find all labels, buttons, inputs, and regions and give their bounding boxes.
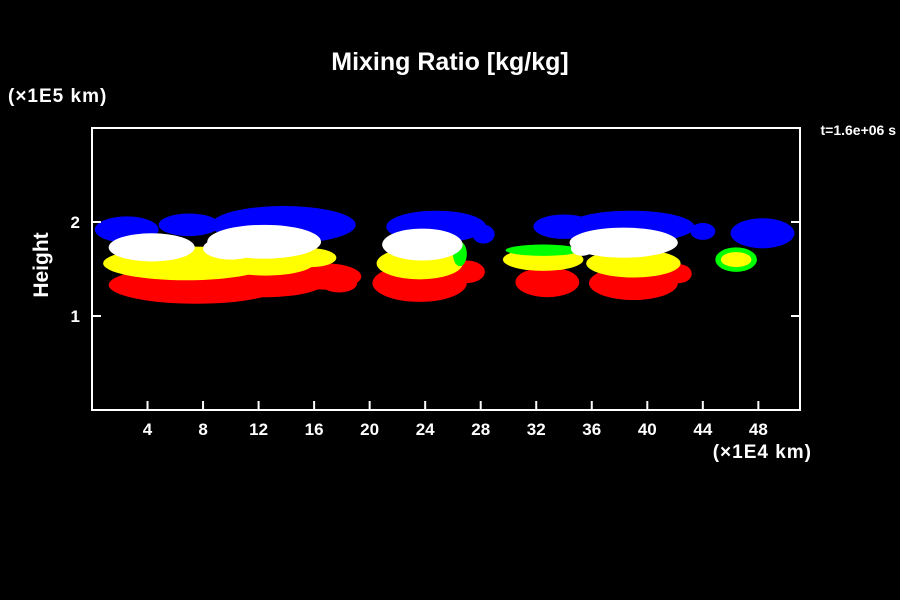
x-tick-label: 48 xyxy=(749,420,768,439)
axes-frame xyxy=(91,127,801,411)
contour-region-white xyxy=(108,233,195,262)
x-tick-label: 40 xyxy=(638,420,657,439)
contour-region-blue xyxy=(158,213,220,237)
contour-region-blue xyxy=(472,224,495,244)
x-tick-label: 24 xyxy=(416,420,435,439)
chart-title: Mixing Ratio [kg/kg] xyxy=(331,48,569,76)
x-tick-label: 28 xyxy=(471,420,490,439)
y-tick-label: 2 xyxy=(71,213,80,232)
x-tick-label: 16 xyxy=(305,420,324,439)
x-tick-label: 20 xyxy=(360,420,379,439)
x-tick-label: 4 xyxy=(143,420,153,439)
contour-region-red xyxy=(515,267,580,298)
contour-region-white xyxy=(569,227,678,258)
contour-region-blue xyxy=(690,222,716,240)
contour-region-blue xyxy=(730,218,795,249)
x-tick-label: 12 xyxy=(249,420,268,439)
x-tick-label: 44 xyxy=(693,420,712,439)
time-annotation: t=1.6e+06 s xyxy=(820,122,896,138)
x-axis-units-label: (×1E4 km) xyxy=(712,442,812,463)
contour-region-red xyxy=(321,273,358,293)
x-tick-label: 32 xyxy=(527,420,546,439)
x-tick-label: 8 xyxy=(198,420,207,439)
contour-region-white xyxy=(207,224,322,259)
contour-region-white xyxy=(570,240,594,256)
y-axis-units-label: (×1E5 km) xyxy=(8,86,108,107)
contour-region-green xyxy=(505,244,581,256)
contour-region-white xyxy=(382,228,463,261)
contour-region-yellow xyxy=(720,252,752,268)
y-tick-label: 1 xyxy=(71,307,80,326)
x-tick-label: 36 xyxy=(582,420,601,439)
contour-regions xyxy=(94,206,795,304)
